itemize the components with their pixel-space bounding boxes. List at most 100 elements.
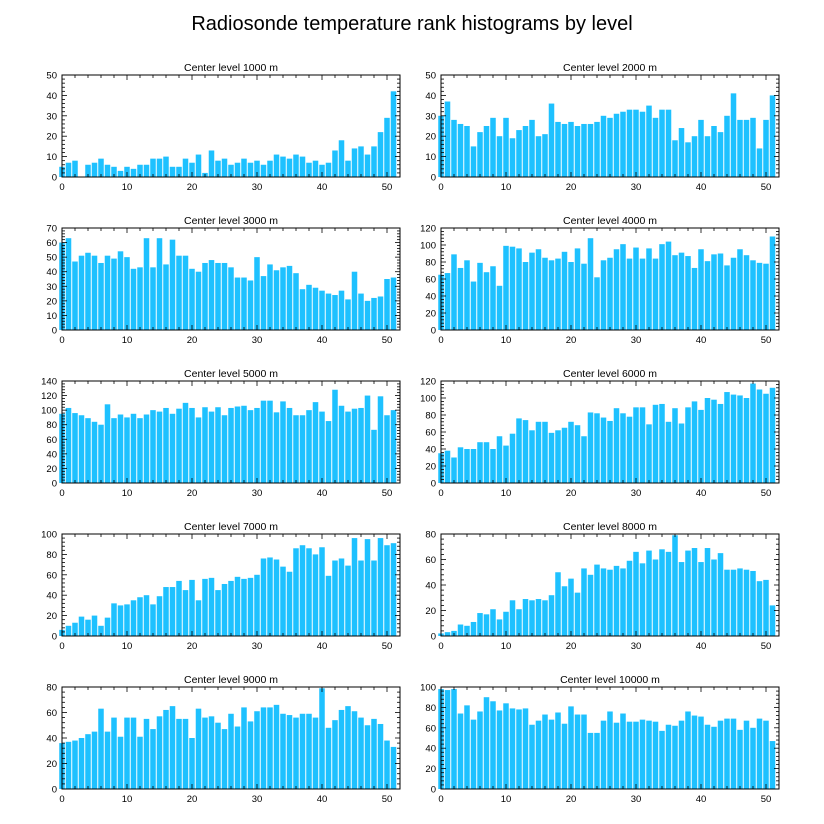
bar xyxy=(457,447,464,483)
bar xyxy=(724,392,730,483)
panel-3: Center level 4000 m 0 10 20 30 40 50 0 20 40 60 80 1… xyxy=(420,215,780,346)
bar xyxy=(189,407,195,483)
bar xyxy=(117,605,124,636)
bar xyxy=(756,718,763,789)
bar xyxy=(711,126,717,177)
bar xyxy=(659,109,665,177)
bar xyxy=(750,117,756,177)
bar xyxy=(444,690,451,789)
bar xyxy=(338,290,345,330)
bar xyxy=(345,565,351,636)
y-tick-label: 80 xyxy=(46,420,57,431)
bar xyxy=(358,560,364,636)
bar xyxy=(247,162,254,177)
x-tick-label: 30 xyxy=(631,641,642,652)
bar xyxy=(535,136,542,177)
y-tick-label: 40 xyxy=(46,267,57,278)
x-tick-label: 30 xyxy=(252,488,263,499)
bar xyxy=(182,402,189,483)
bar xyxy=(286,715,293,789)
bar xyxy=(457,123,464,177)
bar xyxy=(633,721,639,789)
bar xyxy=(594,732,600,789)
bar xyxy=(247,577,254,636)
bar xyxy=(234,162,241,177)
bar xyxy=(698,249,704,330)
bar xyxy=(345,160,351,177)
panel-title: Center level 7000 m xyxy=(184,521,278,533)
bar xyxy=(228,164,234,177)
bar xyxy=(143,718,150,790)
y-tick-label: 20 xyxy=(425,606,436,617)
bar xyxy=(169,239,176,330)
bar xyxy=(756,389,763,483)
bar xyxy=(325,421,332,483)
bar xyxy=(613,722,620,789)
bar xyxy=(685,550,691,636)
x-tick-label: 40 xyxy=(317,182,328,193)
x-tick-label: 10 xyxy=(122,641,133,652)
x-tick-label: 0 xyxy=(59,182,64,193)
bar xyxy=(371,297,377,330)
bar xyxy=(150,158,156,177)
bar xyxy=(568,262,574,330)
x-tick-label: 20 xyxy=(566,641,577,652)
bar xyxy=(319,290,325,330)
bar xyxy=(111,258,117,330)
bar xyxy=(607,569,613,636)
bar xyxy=(390,746,397,789)
bar xyxy=(104,255,111,330)
bar xyxy=(600,568,607,636)
bar xyxy=(215,722,221,789)
bar xyxy=(306,410,312,483)
bar xyxy=(509,138,516,177)
y-tick-label: 80 xyxy=(425,258,436,269)
bar xyxy=(477,442,483,483)
bar xyxy=(312,402,319,483)
x-tick-label: 40 xyxy=(317,488,328,499)
bar xyxy=(156,411,163,483)
bar xyxy=(483,272,490,330)
bar xyxy=(98,424,104,483)
bar xyxy=(124,717,130,789)
bar xyxy=(613,249,620,330)
x-tick-label: 20 xyxy=(187,641,198,652)
bar xyxy=(496,436,503,483)
bar xyxy=(189,268,195,330)
bar xyxy=(750,383,756,483)
bar xyxy=(750,260,756,330)
bar xyxy=(208,577,215,636)
y-tick-label: 40 xyxy=(425,292,436,303)
bar xyxy=(568,578,574,637)
bar xyxy=(364,300,371,330)
bar xyxy=(769,95,776,177)
bar xyxy=(568,121,574,177)
bar xyxy=(377,132,384,177)
bar xyxy=(477,613,483,636)
bar xyxy=(221,262,228,330)
bar xyxy=(561,123,568,177)
bar xyxy=(763,263,769,330)
bar xyxy=(280,156,286,177)
x-tick-label: 10 xyxy=(501,794,512,805)
bar xyxy=(319,688,325,789)
bar xyxy=(117,736,124,789)
bar xyxy=(384,740,390,789)
y-tick-label: 20 xyxy=(425,132,436,143)
bar xyxy=(182,718,189,790)
bar xyxy=(620,568,626,636)
x-tick-label: 0 xyxy=(438,488,443,499)
y-tick-label: 100 xyxy=(420,683,436,694)
y-tick-label: 50 xyxy=(425,71,436,82)
bar xyxy=(195,271,202,330)
bar xyxy=(698,409,704,483)
bar xyxy=(306,162,312,177)
bar xyxy=(594,277,600,330)
bar xyxy=(91,615,98,636)
bar xyxy=(104,164,111,177)
bar xyxy=(477,711,483,789)
bar xyxy=(743,569,750,636)
x-tick-label: 20 xyxy=(187,794,198,805)
panel-title: Center level 3000 m xyxy=(184,215,278,227)
y-tick-label: 120 xyxy=(420,224,436,235)
